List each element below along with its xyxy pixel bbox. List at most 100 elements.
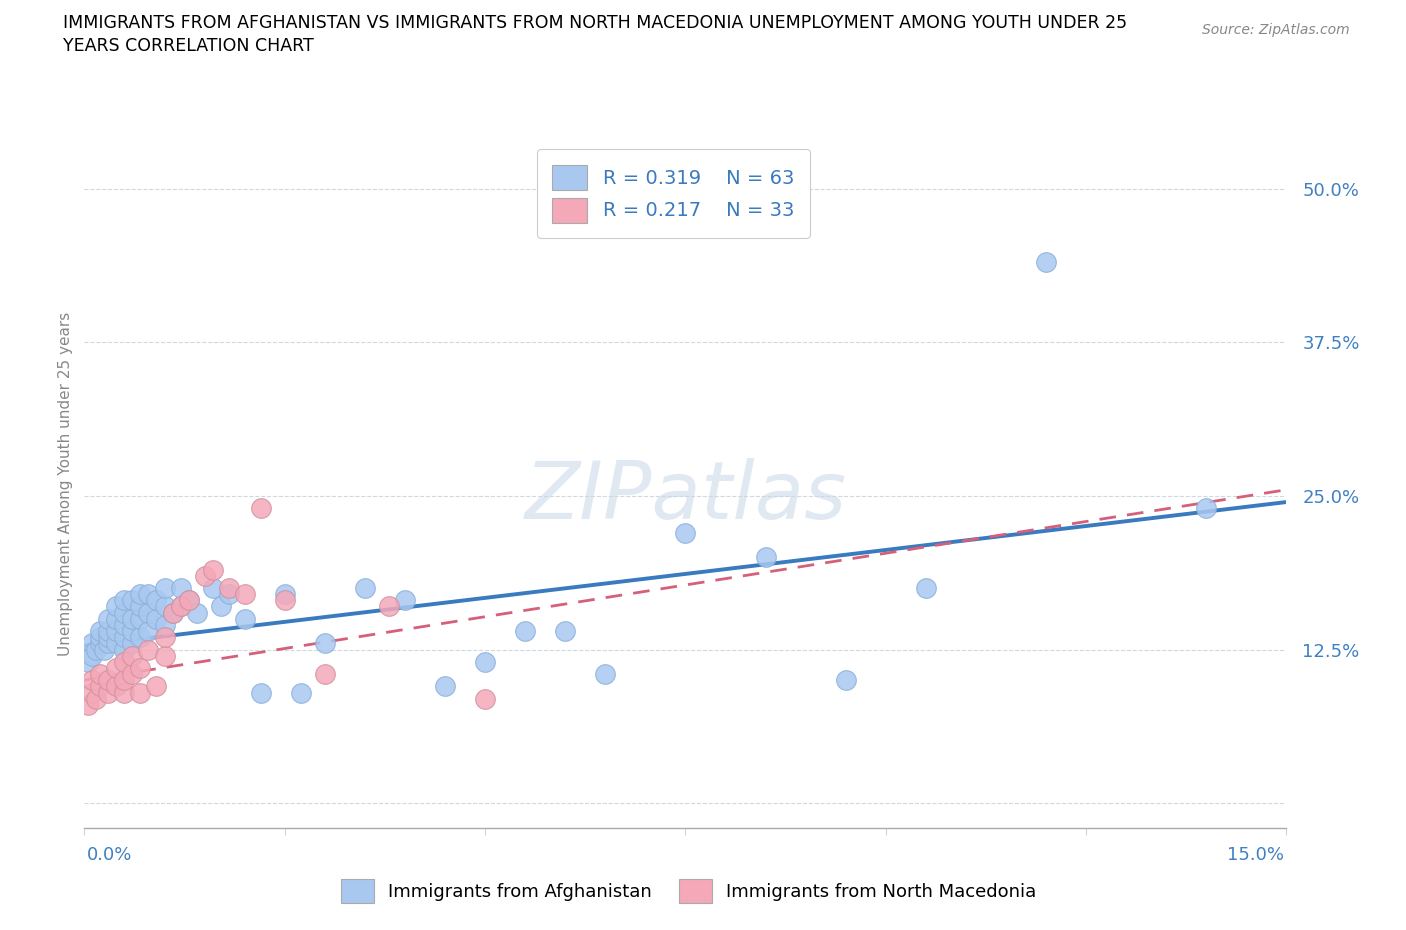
Point	[138, 605, 160, 620]
Point	[835, 672, 858, 687]
Point	[314, 636, 336, 651]
Point	[82, 672, 104, 687]
Point	[145, 611, 167, 626]
Point	[129, 611, 152, 626]
Point	[89, 667, 111, 682]
Point	[77, 655, 100, 670]
Y-axis label: Unemployment Among Youth under 25 years: Unemployment Among Youth under 25 years	[58, 312, 73, 656]
Point	[474, 655, 496, 670]
Point	[194, 568, 217, 583]
Point	[86, 691, 108, 706]
Point	[145, 679, 167, 694]
Point	[121, 636, 143, 651]
Text: 0.0%: 0.0%	[87, 846, 132, 864]
Point	[97, 636, 120, 651]
Point	[97, 624, 120, 639]
Point	[233, 587, 256, 602]
Point	[201, 580, 224, 595]
Point	[114, 672, 135, 687]
Point	[77, 698, 100, 712]
Point	[129, 660, 152, 675]
Point	[89, 630, 111, 644]
Point	[1035, 255, 1057, 270]
Point	[121, 648, 143, 663]
Point	[554, 624, 576, 639]
Point	[138, 642, 160, 657]
Point	[114, 630, 135, 644]
Point	[82, 648, 104, 663]
Legend: Immigrants from Afghanistan, Immigrants from North Macedonia: Immigrants from Afghanistan, Immigrants …	[332, 870, 1046, 911]
Point	[129, 587, 152, 602]
Point	[86, 642, 108, 657]
Point	[138, 624, 160, 639]
Point	[218, 580, 240, 595]
Point	[249, 500, 271, 515]
Point	[105, 679, 128, 694]
Point	[249, 685, 271, 700]
Point	[474, 691, 496, 706]
Point	[1195, 500, 1218, 515]
Point	[378, 599, 401, 614]
Point	[274, 593, 297, 608]
Point	[755, 550, 778, 565]
Point	[97, 611, 120, 626]
Point	[105, 624, 128, 639]
Point	[97, 672, 120, 687]
Legend: R = 0.319    N = 63, R = 0.217    N = 33: R = 0.319 N = 63, R = 0.217 N = 33	[537, 149, 810, 238]
Point	[121, 667, 143, 682]
Text: YEARS CORRELATION CHART: YEARS CORRELATION CHART	[63, 37, 314, 55]
Point	[394, 593, 416, 608]
Text: Source: ZipAtlas.com: Source: ZipAtlas.com	[1202, 23, 1350, 37]
Point	[114, 642, 135, 657]
Point	[290, 685, 312, 700]
Point	[138, 587, 160, 602]
Point	[186, 605, 208, 620]
Point	[274, 587, 297, 602]
Point	[915, 580, 938, 595]
Point	[89, 679, 111, 694]
Point	[121, 624, 143, 639]
Point	[93, 642, 115, 657]
Point	[169, 599, 191, 614]
Point	[177, 593, 200, 608]
Point	[314, 667, 336, 682]
Point	[114, 618, 135, 632]
Point	[515, 624, 537, 639]
Point	[121, 593, 143, 608]
Text: ZIPatlas: ZIPatlas	[524, 458, 846, 537]
Point	[162, 605, 184, 620]
Point	[97, 685, 120, 700]
Point	[89, 624, 111, 639]
Point	[129, 685, 152, 700]
Point	[153, 599, 176, 614]
Point	[82, 636, 104, 651]
Point	[153, 630, 176, 644]
Point	[218, 587, 240, 602]
Point	[105, 599, 128, 614]
Point	[145, 593, 167, 608]
Point	[105, 636, 128, 651]
Point	[153, 580, 176, 595]
Point	[595, 667, 617, 682]
Point	[105, 611, 128, 626]
Point	[82, 685, 104, 700]
Point	[153, 648, 176, 663]
Point	[105, 660, 128, 675]
Point	[114, 593, 135, 608]
Point	[153, 618, 176, 632]
Point	[129, 630, 152, 644]
Text: 15.0%: 15.0%	[1226, 846, 1284, 864]
Point	[177, 593, 200, 608]
Point	[162, 605, 184, 620]
Point	[121, 611, 143, 626]
Point	[114, 655, 135, 670]
Point	[89, 636, 111, 651]
Point	[114, 685, 135, 700]
Point	[233, 611, 256, 626]
Point	[169, 599, 191, 614]
Point	[434, 679, 457, 694]
Point	[97, 630, 120, 644]
Point	[169, 580, 191, 595]
Point	[209, 599, 232, 614]
Point	[114, 605, 135, 620]
